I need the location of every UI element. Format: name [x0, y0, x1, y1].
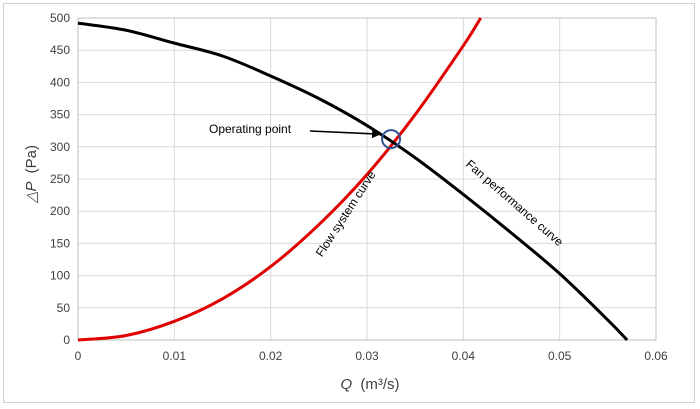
flow-system-curve-line	[77, 17, 482, 342]
y-tick-label: 450	[50, 43, 70, 57]
x-tick-label: 0.05	[548, 349, 572, 363]
x-axis-ticks: 0 0.01 0.02 0.03 0.04 0.05 0.06	[75, 349, 668, 363]
x-tick-label: 0	[75, 349, 82, 363]
y-tick-label: 100	[50, 269, 70, 283]
flow-system-curve-label: Flow system curve	[313, 168, 379, 259]
operating-point-arrow-line	[309, 130, 379, 135]
x-tick-label: 0.02	[259, 349, 283, 363]
y-tick-label: 500	[50, 11, 70, 25]
y-axis-symbol: △P	[23, 181, 40, 204]
y-tick-label: 250	[50, 172, 70, 186]
y-tick-label: 400	[50, 75, 70, 89]
operating-point-marker	[381, 129, 402, 150]
chart-frame: 0 50 100 150 200 250 300 350 400 450 500 0 0.01 0.02…	[3, 3, 695, 403]
x-tick-label: 0.06	[644, 349, 668, 363]
x-tick-label: 0.03	[355, 349, 379, 363]
operating-point-arrow-head	[371, 130, 381, 139]
x-tick-label: 0.04	[452, 349, 476, 363]
series-group	[77, 17, 629, 342]
x-tick-label: 0.01	[163, 349, 187, 363]
fan-performance-curve-line	[77, 21, 629, 342]
plot-border	[77, 17, 657, 341]
y-tick-label: 350	[50, 108, 70, 122]
y-tick-label: 150	[50, 236, 70, 250]
x-axis-unit: (m³/s)	[360, 376, 399, 393]
operating-point-label: Operating point	[209, 122, 292, 136]
y-axis-unit: (Pa)	[23, 145, 40, 173]
y-axis-ticks: 0 50 100 150 200 250 300 350 400 450 500	[50, 11, 70, 347]
y-tick-label: 300	[50, 140, 70, 154]
x-axis-title: Q (m³/s)	[341, 376, 400, 393]
y-tick-label: 0	[63, 333, 70, 347]
x-axis-symbol: Q	[341, 376, 353, 393]
y-tick-label: 200	[50, 204, 70, 218]
plot-area	[77, 17, 657, 341]
y-tick-label: 50	[57, 301, 71, 315]
y-axis-title: △P (Pa)	[23, 145, 40, 204]
fan-system-chart: 0 50 100 150 200 250 300 350 400 450 500 0 0.01 0.02…	[23, 11, 668, 393]
